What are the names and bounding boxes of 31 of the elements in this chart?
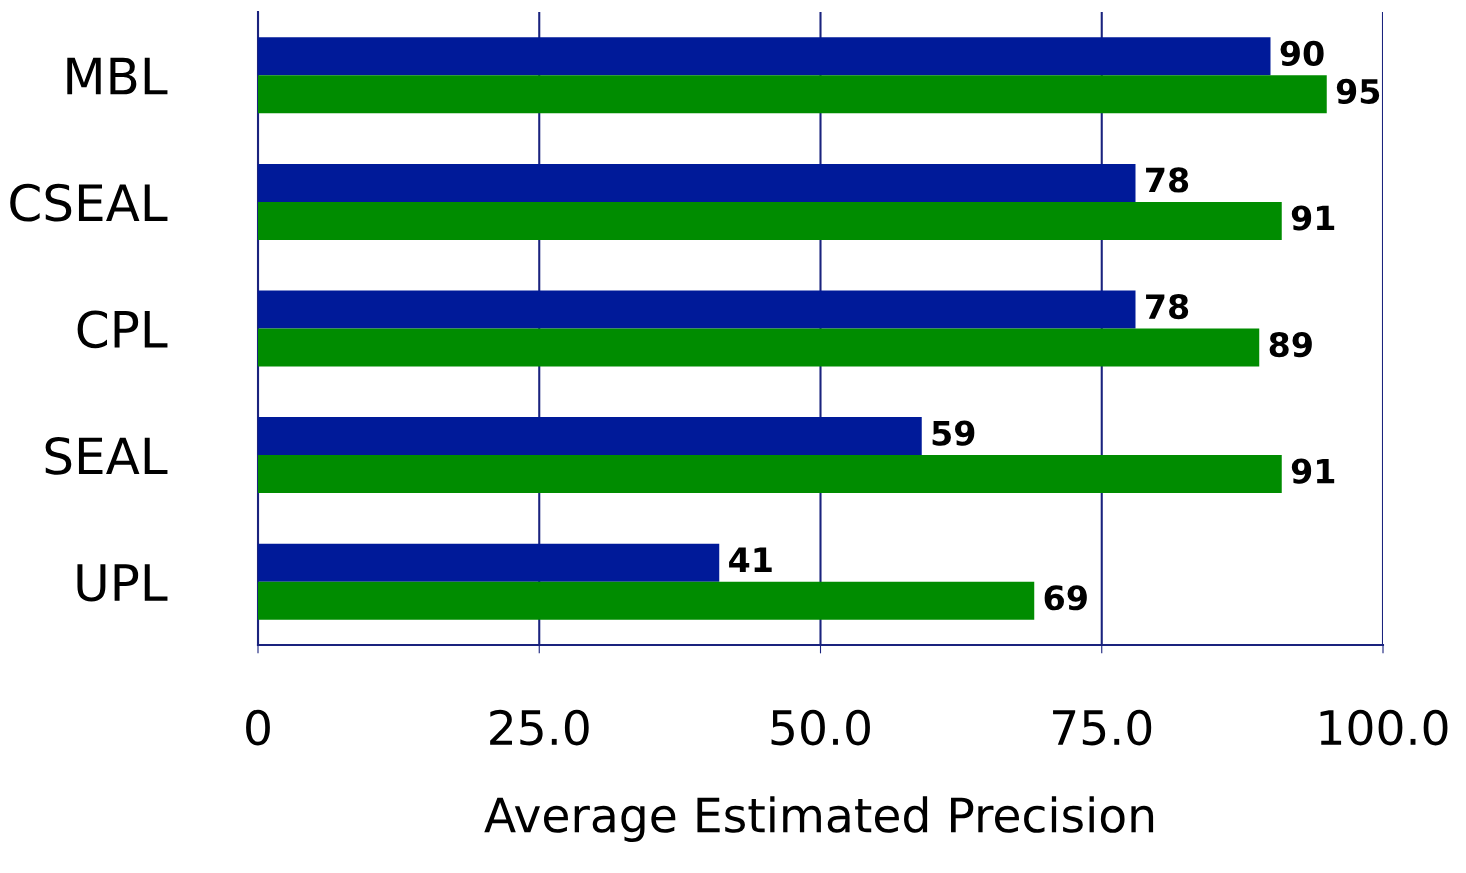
y-tick-label: CPL [77, 310, 168, 349]
data-label: 90 [1280, 40, 1324, 66]
y-tick-label: UPL [77, 564, 168, 602]
bar [258, 201, 1282, 240]
bar [258, 163, 1136, 202]
y-tick-label: CSEAL [10, 183, 168, 222]
data-label: 89 [1269, 331, 1312, 358]
x-tick-label: 50.0 [771, 709, 870, 746]
data-label: 59 [932, 420, 975, 446]
y-tick-label: MBL [67, 57, 168, 95]
data-label: 78 [1146, 293, 1189, 320]
bar [258, 417, 922, 456]
data-label: 91 [1291, 205, 1335, 231]
data-label: 69 [1044, 585, 1087, 611]
bar [258, 290, 1136, 329]
x-tick-label: 75.0 [1053, 709, 1152, 746]
data-label: 95 [1336, 78, 1380, 104]
data-label: 41 [729, 547, 772, 572]
x-axis-title: Average Estimated Precision [484, 796, 1154, 842]
x-tick-label: 25.0 [490, 709, 589, 746]
bar [258, 543, 720, 582]
bar [258, 37, 1271, 76]
data-label: 91 [1291, 458, 1335, 484]
bar [258, 455, 1282, 494]
x-tick-label: 0 [246, 709, 270, 746]
x-tick-label: 100.0 [1320, 709, 1448, 746]
y-tick-label: SEAL [45, 436, 168, 475]
bar [258, 581, 1035, 620]
bar [258, 328, 1260, 367]
bar [258, 75, 1327, 114]
data-label: 78 [1146, 167, 1189, 193]
